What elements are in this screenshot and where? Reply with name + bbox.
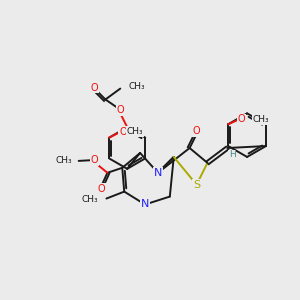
Text: O: O bbox=[116, 105, 124, 116]
Text: CH₃: CH₃ bbox=[82, 195, 98, 204]
Text: CH₃: CH₃ bbox=[253, 115, 270, 124]
Text: N: N bbox=[141, 200, 149, 209]
Text: O: O bbox=[98, 184, 105, 194]
Text: S: S bbox=[193, 180, 200, 190]
Text: CH₃: CH₃ bbox=[55, 156, 72, 165]
Text: O: O bbox=[237, 114, 245, 124]
Text: O: O bbox=[91, 155, 98, 165]
Text: H: H bbox=[229, 151, 236, 160]
Text: N: N bbox=[154, 168, 162, 178]
Text: O: O bbox=[91, 82, 98, 93]
Text: CH₃: CH₃ bbox=[128, 82, 145, 91]
Text: CH₃: CH₃ bbox=[127, 127, 143, 136]
Text: O: O bbox=[119, 127, 127, 137]
Text: O: O bbox=[193, 126, 200, 136]
